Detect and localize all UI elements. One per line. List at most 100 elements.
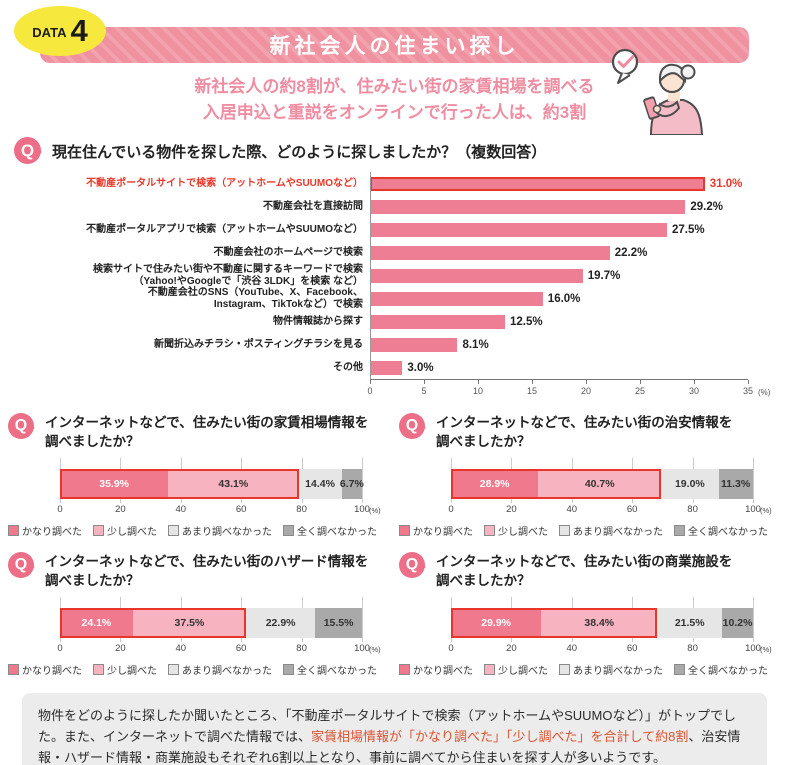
badge-label: DATA	[32, 25, 67, 40]
bar-segment: 15.5%	[315, 607, 362, 638]
segment-value: 14.4%	[305, 477, 335, 490]
segment-value: 22.9%	[265, 616, 296, 629]
axis-unit: (%)	[758, 388, 771, 397]
checkmark-bubble-icon	[611, 48, 639, 84]
bar-segment: 22.9%	[246, 607, 316, 638]
gridline	[753, 457, 754, 503]
legend-item: あまり調べなかった	[559, 662, 663, 677]
segment-value: 24.1%	[81, 616, 112, 629]
axis-tick-label: 80	[687, 503, 698, 515]
summary-note: 物件をどのように探したか聞いたところ、「不動産ポータルサイトで検索（アットホーム…	[22, 692, 767, 765]
stacked-question: インターネットなどで、住みたい街の治安情報を 調べましたか？	[436, 415, 733, 449]
woman-phone-illustration	[611, 48, 704, 135]
legend-label: あまり調べなかった	[182, 526, 272, 538]
stacked-bar-zone: 35.9% 43.1% 14.4% 6.7% 0 20 40 60 80 100 (%)	[57, 457, 381, 518]
legend-label: 全く調べなかった	[688, 665, 768, 677]
legend-label: かなり調べた	[413, 665, 473, 677]
legend-item: 全く調べなかった	[283, 662, 377, 677]
legend-swatch	[399, 663, 410, 675]
axis-tick-label: 20	[506, 503, 517, 515]
bar-area: 16.0%	[370, 291, 748, 306]
bar-row: 物件情報誌から探す 12.5%	[14, 310, 774, 333]
legend-swatch	[674, 524, 685, 536]
badge-number: 4	[70, 13, 88, 48]
main-bar-chart: 不動産ポータルサイトで検索（アットホームやSUUMOなど） 31.0% 不動産会社を…	[14, 172, 774, 403]
bar-segment: 19.0%	[661, 468, 719, 499]
highlight-outline	[60, 607, 247, 638]
subtitle: 新社会人の約8割が、住みたい街の家賃相場を調べる 入居申込と重説をオンラインで行…	[0, 74, 789, 127]
legend-item: あまり調べなかった	[168, 662, 272, 677]
legend-swatch	[93, 663, 104, 675]
axis-tick-label: 100	[745, 642, 761, 654]
legend-swatch	[484, 663, 495, 675]
bar	[370, 199, 686, 214]
q-icon: Q	[399, 551, 426, 578]
bar-label: 不動産会社のSNS（YouTube、X、Facebook、 Instagram、…	[147, 287, 363, 310]
note-text-after: 、治安情報・ハザード情報・商業施設もそれぞれ6割以上となり、事前に調べてから住ま…	[38, 728, 741, 765]
stacked-bar-zone: 29.9% 38.4% 21.5% 10.2% 0 20 40 60 80 100 (%)	[448, 596, 772, 657]
subtitle-line1: 新社会人の約8割が、住みたい街の家賃相場を調べる	[194, 77, 595, 96]
bar-segment: 6.7%	[340, 468, 364, 499]
stacked-bar: 29.9% 38.4% 21.5% 10.2%	[451, 607, 753, 638]
axis-tick-label: 0	[448, 503, 454, 515]
highlight-outline	[451, 607, 658, 638]
legend-item: 少し調べた	[484, 523, 548, 538]
main-chart-axis: 0 5 10 15 20 25 30 35 (%)	[367, 379, 770, 403]
bar-label: 不動産会社のホームページで検索	[213, 246, 364, 258]
data-badge: DATA 4	[14, 6, 106, 56]
bar-area: 3.0%	[370, 360, 748, 375]
q-icon: Q	[8, 551, 35, 578]
legend-item: 全く調べなかった	[283, 523, 377, 538]
axis-tick-label: 80	[296, 503, 307, 515]
bar-area: 29.2%	[370, 199, 748, 214]
bar-area: 19.7%	[370, 268, 748, 283]
legend-swatch	[283, 663, 294, 675]
bar-segment: 40.7%	[538, 468, 662, 499]
legend-label: 全く調べなかった	[297, 665, 377, 677]
page-title: 新社会人の住まい探し	[269, 35, 520, 58]
bar-label: 検索サイトで住みたい街や不動産に関するキーワードで検索 （Yahoo!やGoog…	[93, 264, 363, 287]
axis-tick-label: 60	[235, 642, 247, 654]
stacked-bar-wrap: 24.1% 37.5% 22.9% 15.5% 0 20 40 60 80 100 (%)	[57, 596, 381, 657]
segment-value: 29.9%	[481, 616, 512, 629]
bar	[370, 245, 610, 260]
bar-label: 物件情報誌から探す	[273, 315, 363, 327]
stacked-bar-zone: 24.1% 37.5% 22.9% 15.5% 0 20 40 60 80 100 (%)	[57, 596, 381, 657]
axis-tick-label: 20	[115, 642, 126, 654]
stacked-question: インターネットなどで、住みたい街の商業施設を 調べましたか？	[436, 553, 733, 588]
axis-unit: (%)	[369, 505, 381, 515]
bar-segment: 24.1%	[60, 607, 133, 638]
legend-item: かなり調べた	[8, 523, 82, 538]
bar-label: その他	[333, 361, 363, 373]
phone-icon	[643, 96, 661, 120]
segment-value: 19.0%	[674, 477, 705, 490]
axis-tick-label: 40	[175, 642, 187, 654]
axis-unit: (%)	[760, 644, 772, 654]
bar	[370, 337, 458, 352]
axis-tick	[532, 380, 533, 384]
legend: かなり調べた 少し調べた あまり調べなかった 全く調べなかった	[8, 662, 396, 677]
axis-zero-line	[370, 172, 371, 379]
legend-item: 少し調べた	[93, 523, 157, 538]
legend-item: 少し調べた	[484, 662, 548, 677]
question-row: Q インターネットなどで、住みたい街の治安情報を 調べましたか？	[399, 413, 787, 452]
segment-value: 37.5%	[174, 616, 205, 629]
subtitle-line2: 入居申込と重説をオンラインで行った人は、約3割	[202, 103, 587, 123]
legend-swatch	[93, 524, 104, 536]
bar-value: 3.0%	[407, 361, 434, 374]
legend-label: あまり調べなかった	[573, 665, 663, 677]
legend-label: 少し調べた	[498, 526, 548, 538]
bar-row: 不動産ポータルサイトで検索（アットホームやSUUMOなど） 31.0%	[14, 172, 774, 195]
legend-label: あまり調べなかった	[573, 526, 663, 538]
woman-figure	[643, 63, 704, 135]
axis-tick-label: 60	[626, 642, 638, 654]
q-icon: Q	[14, 137, 42, 164]
axis-tick-label: 60	[626, 503, 638, 515]
bar-row: 不動産会社を直接訪問 29.2%	[14, 195, 774, 218]
axis-tick-label: 10	[472, 386, 484, 396]
legend: かなり調べた 少し調べた あまり調べなかった 全く調べなかった	[399, 523, 787, 538]
axis-tick-label: 20	[580, 386, 592, 396]
title-banner: 新社会人の住まい探し	[40, 27, 749, 63]
axis-tick-label: 40	[175, 503, 187, 515]
bar-area: 31.0%	[370, 176, 748, 191]
